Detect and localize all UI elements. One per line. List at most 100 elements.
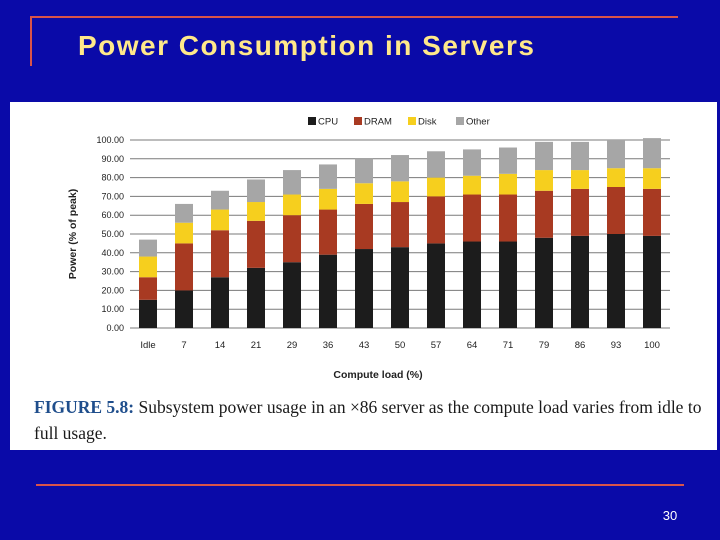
bar-segment-other [319,164,337,189]
bar-segment-dram [607,187,625,234]
x-tick-label: 79 [539,340,550,351]
page-number: 30 [662,508,678,523]
footer-rule [36,484,684,486]
figure-caption: FIGURE 5.8: Subsystem power usage in an … [34,394,714,446]
legend-swatch-disk [408,117,416,125]
x-tick-label: 100 [644,340,660,351]
bar-segment-dram [319,209,337,255]
bar-segment-other [535,141,553,171]
y-tick-label: 50.00 [101,229,124,239]
y-tick-label: 90.00 [101,154,124,164]
legend-swatch-cpu [308,117,316,125]
bar-segment-dram [427,196,445,244]
legend-swatch-dram [354,117,362,125]
bar-segment-other [643,138,661,169]
x-tick-label: 71 [503,340,514,351]
legend-label-other: Other [466,117,490,128]
figure-caption-text: Subsystem power usage in an ×86 server a… [34,397,702,443]
bar-segment-dram [247,220,265,268]
bar-segment-other [355,158,373,184]
x-tick-label: 36 [323,340,334,351]
bar-segment-disk [211,209,229,231]
stacked-bar-chart: 0.00 10.00 20.00 30.00 40.00 50.00 60.00 70.00 8… [67,117,670,381]
bar-segment-disk [391,181,409,203]
bar-segment-disk [463,175,481,195]
y-axis-title: Power (% of peak) [67,189,79,279]
bar-segment-dram [283,215,301,263]
bar-segment-dram [139,277,157,300]
bar-segment-dram [463,194,481,242]
bar-segment-disk [427,177,445,197]
slide-title: Power Consumption in Servers [78,30,536,61]
x-axis-title: Compute load (%) [333,369,422,381]
bar-segment-disk [139,256,157,278]
bar-segment-dram [643,188,661,236]
x-tick-label: 86 [575,340,586,351]
bar-segment-dram [499,194,517,242]
bar-segment-other [463,149,481,176]
bar-segment-other [175,203,193,223]
bar-segment-other [283,170,301,195]
bar-segment-other [139,239,157,257]
bar-segment-cpu [139,299,157,328]
x-tick-label: 21 [251,340,262,351]
x-tick-label: 43 [359,340,370,351]
y-tick-label: 30.00 [101,267,124,277]
legend-swatch-other [456,117,464,125]
bar-segment-other [247,179,265,203]
bar-segment-disk [355,183,373,204]
bar-segment-dram [211,230,229,278]
bar-segment-cpu [391,247,409,328]
bar-segment-dram [355,203,373,250]
bar-segment-disk [535,170,553,191]
bar-segment-disk [571,170,589,189]
bar-segment-other [391,155,409,182]
x-tick-label: 7 [181,340,186,351]
x-tick-label: 29 [287,340,298,351]
y-tick-label: 70.00 [101,191,124,201]
bar-segment-cpu [499,241,517,328]
bar-segment-dram [571,188,589,236]
bar-segment-cpu [283,262,301,328]
bar-segment-cpu [247,267,265,328]
bar-segment-other [499,147,517,174]
bar-segment-disk [283,194,301,216]
legend-label-cpu: CPU [318,117,338,128]
bar-segment-cpu [427,243,445,328]
bar-segment-disk [247,202,265,221]
bar-segment-dram [175,243,193,291]
figure-caption-label: FIGURE 5.8: [34,397,135,417]
bar-segment-cpu [643,235,661,328]
bar-segment-cpu [355,249,373,328]
bar-segment-cpu [463,241,481,328]
y-tick-label: 10.00 [101,304,124,314]
bar-segment-cpu [211,277,229,328]
bar-segment-other [571,141,589,171]
y-tick-label: 80.00 [101,173,124,183]
y-tick-label: 60.00 [101,210,124,220]
legend-label-dram: DRAM [364,117,392,128]
y-tick-label: 0.00 [106,323,124,333]
bar-segment-disk [607,168,625,187]
title-rule-vertical [30,16,32,66]
x-tick-label: 14 [215,340,226,351]
title-rule-horizontal [30,16,678,18]
bar-segment-other [211,190,229,210]
x-tick-label: 50 [395,340,406,351]
y-tick-label: 100.00 [96,135,124,145]
bar-segment-other [427,151,445,178]
bar-segment-dram [535,190,553,238]
bar-segment-cpu [571,235,589,328]
y-tick-label: 40.00 [101,248,124,258]
bar-segment-cpu [319,254,337,328]
bar-segment-dram [391,202,409,248]
bar-segment-disk [499,173,517,195]
bar-segment-cpu [607,234,625,328]
bar-segment-other [607,140,625,169]
bar-segment-disk [319,188,337,210]
x-tick-label: Idle [140,340,155,351]
y-tick-label: 20.00 [101,285,124,295]
bar-segment-disk [175,222,193,244]
bar-segment-cpu [175,290,193,328]
x-tick-label: 93 [611,340,622,351]
